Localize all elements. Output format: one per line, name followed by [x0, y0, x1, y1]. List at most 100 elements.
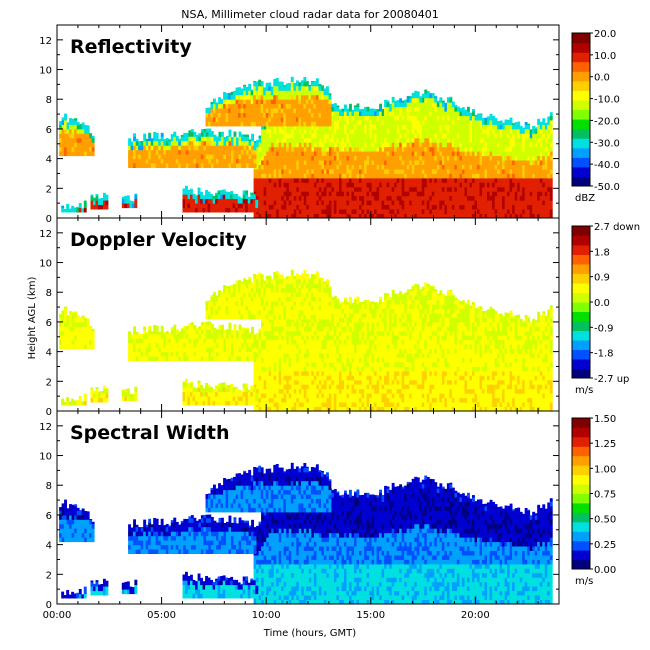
heatmap-cell [306, 169, 310, 174]
heatmap-cell [268, 128, 272, 134]
heatmap-cell [469, 112, 473, 116]
colorbar-tick-label: -20.0 [594, 116, 620, 127]
heatmap-cell [140, 145, 144, 151]
heatmap-cell [283, 213, 287, 218]
heatmap-cell [479, 169, 483, 174]
heatmap-cell [414, 169, 418, 174]
heatmap-cell [517, 164, 521, 170]
heatmap-cell [288, 191, 292, 197]
heatmap-cell [386, 191, 390, 197]
heatmap-cell [253, 379, 257, 385]
heatmap-cell [379, 186, 382, 192]
heatmap-cell [416, 124, 420, 130]
heatmap-cell [230, 198, 234, 204]
heatmap-cell [459, 160, 463, 165]
heatmap-cell [265, 82, 269, 87]
heatmap-cell [128, 138, 131, 142]
heatmap-cell [210, 103, 214, 109]
heatmap-cell [258, 169, 262, 174]
heatmap-cell [258, 204, 262, 210]
heatmap-cell [64, 137, 67, 143]
heatmap-cell [494, 137, 498, 143]
heatmap-cell [484, 177, 488, 183]
heatmap-cell [472, 146, 475, 152]
heatmap-cell [298, 366, 302, 372]
heatmap-cell [419, 106, 423, 112]
heatmap-cell [411, 213, 415, 218]
heatmap-cell [293, 362, 297, 367]
heatmap-cell [193, 145, 197, 151]
heatmap-cell [71, 124, 75, 130]
heatmap-cell [316, 370, 320, 376]
heatmap-cell [321, 124, 325, 130]
heatmap-cell [271, 317, 275, 323]
heatmap-cell [220, 99, 224, 105]
heatmap-cell [276, 137, 280, 143]
heatmap-cell [451, 133, 455, 139]
heatmap-cell [100, 200, 104, 206]
heatmap-cell [482, 118, 485, 121]
heatmap-cell [424, 186, 428, 192]
heatmap-cell [411, 169, 415, 174]
heatmap-cell [89, 151, 93, 157]
heatmap-cell [291, 164, 295, 170]
heatmap-cell [524, 146, 528, 152]
heatmap-cell [436, 155, 440, 161]
heatmap-cell [474, 204, 478, 210]
heatmap-cell [313, 191, 317, 197]
heatmap-cell [429, 200, 433, 206]
heatmap-cell [484, 209, 488, 214]
heatmap-cell [301, 209, 305, 214]
heatmap-cell [266, 204, 270, 210]
heatmap-cell [246, 145, 249, 151]
heatmap-cell [547, 116, 551, 121]
heatmap-cell [396, 124, 400, 130]
heatmap-cell [459, 108, 463, 112]
heatmap-cell [449, 137, 453, 143]
heatmap-cell [414, 164, 418, 170]
heatmap-cell [492, 204, 495, 210]
heatmap-cell [336, 142, 340, 148]
heatmap-cell [232, 193, 236, 195]
heatmap-cell [285, 85, 289, 91]
heatmap-cell [369, 146, 372, 152]
heatmap-cell [140, 158, 144, 164]
heatmap-cell [197, 187, 201, 191]
heatmap-cell [313, 317, 317, 323]
heatmap-cell [253, 406, 257, 411]
heatmap-cell [306, 321, 310, 327]
heatmap-cell [266, 321, 270, 327]
heatmap-cell [461, 182, 465, 188]
heatmap-cell [268, 90, 272, 96]
heatmap-cell [522, 128, 526, 134]
heatmap-cell [366, 133, 370, 139]
heatmap-cell [456, 173, 460, 179]
heatmap-cell [439, 200, 443, 206]
heatmap-cell [439, 115, 443, 121]
heatmap-cell [394, 124, 398, 130]
heatmap-cell [255, 112, 259, 118]
heatmap-cell [240, 203, 244, 209]
heatmap-cell [497, 146, 500, 152]
heatmap-cell [313, 402, 317, 407]
heatmap-cell [323, 191, 327, 197]
heatmap-cell [208, 131, 212, 137]
heatmap-cell [456, 164, 460, 170]
heatmap-cell [148, 140, 152, 146]
heatmap-cell [205, 194, 208, 200]
heatmap-cell [135, 154, 139, 160]
heatmap-cell [431, 155, 435, 161]
heatmap-cell [185, 198, 188, 204]
heatmap-cell [306, 137, 310, 143]
heatmap-cell [386, 133, 390, 139]
heatmap-cell [291, 133, 295, 139]
heatmap-cell [441, 111, 445, 116]
heatmap-cell [446, 209, 450, 214]
heatmap-cell [216, 140, 219, 146]
heatmap-cell [464, 137, 468, 143]
heatmap-cell [153, 140, 157, 146]
heatmap-cell [318, 169, 322, 174]
heatmap-cell [306, 195, 310, 201]
heatmap-cell [399, 169, 403, 174]
heatmap-cell [268, 94, 272, 100]
